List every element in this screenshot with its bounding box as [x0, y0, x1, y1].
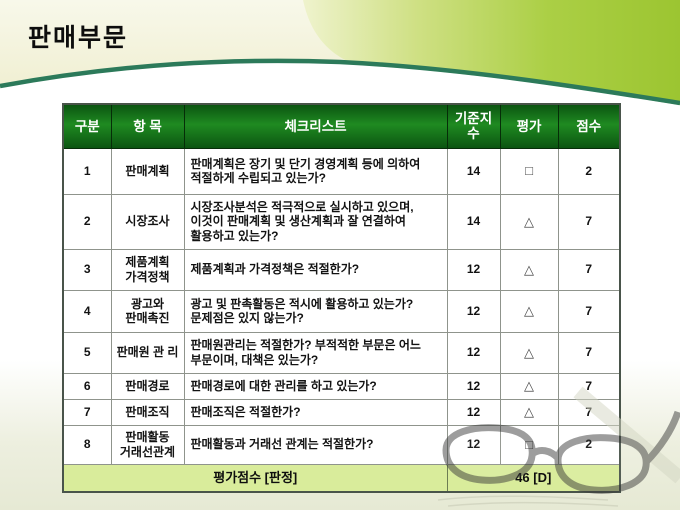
- cell-eval: △: [499, 331, 559, 374]
- cell-index: 12: [446, 248, 501, 291]
- cell-index: 12: [446, 398, 501, 426]
- cell-no: 5: [62, 331, 112, 374]
- col-header-item: 항 목: [110, 103, 185, 149]
- cell-no: 2: [62, 193, 112, 250]
- cell-index: 14: [446, 193, 501, 250]
- cell-item: 판매계획: [110, 147, 185, 195]
- table-header-row: 구분 항 목 체크리스트 기준지수 평가 점수: [62, 103, 621, 149]
- cell-no: 8: [62, 424, 112, 465]
- cell-no: 4: [62, 289, 112, 333]
- cell-eval: △: [499, 193, 559, 250]
- footer-total-score: 46 [D]: [446, 463, 621, 493]
- table-row: 6 판매경로 판매경로에 대한 관리를 하고 있는가? 12 △ 7: [62, 372, 621, 400]
- cell-item: 판매경로: [110, 372, 185, 400]
- cell-eval: △: [499, 398, 559, 426]
- cell-index: 12: [446, 372, 501, 400]
- col-header-checklist: 체크리스트: [183, 103, 448, 149]
- cell-score: 7: [557, 289, 621, 333]
- cell-item: 제품계획 가격정책: [110, 248, 185, 291]
- cell-checklist: 판매계획은 장기 및 단기 경영계획 등에 의하여 적절하게 수립되고 있는가?: [183, 147, 448, 195]
- cell-score: 2: [557, 424, 621, 465]
- footer-label: 평가점수 [판정]: [62, 463, 448, 493]
- col-header-index: 기준지수: [446, 103, 501, 149]
- col-header-score: 점수: [557, 103, 621, 149]
- table-row: 8 판매활동 거래선관계 판매활동과 거래선 관계는 적절한가? 12 □ 2: [62, 424, 621, 465]
- cell-score: 7: [557, 331, 621, 374]
- cell-score: 7: [557, 248, 621, 291]
- cell-checklist: 시장조사분석은 적극적으로 실시하고 있으며, 이것이 판매계획 및 생산계획과…: [183, 193, 448, 250]
- table-row: 3 제품계획 가격정책 제품계획과 가격정책은 적절한가? 12 △ 7: [62, 248, 621, 291]
- cell-index: 12: [446, 331, 501, 374]
- cell-score: 2: [557, 147, 621, 195]
- cell-eval: △: [499, 289, 559, 333]
- cell-checklist: 제품계획과 가격정책은 적절한가?: [183, 248, 448, 291]
- cell-item: 시장조사: [110, 193, 185, 250]
- cell-score: 7: [557, 372, 621, 400]
- cell-eval: □: [499, 424, 559, 465]
- cell-item: 판매활동 거래선관계: [110, 424, 185, 465]
- cell-checklist: 판매조직은 적절한가?: [183, 398, 448, 426]
- page-title: 판매부문: [28, 24, 129, 52]
- table-row: 1 판매계획 판매계획은 장기 및 단기 경영계획 등에 의하여 적절하게 수립…: [62, 147, 621, 195]
- table-row: 2 시장조사 시장조사분석은 적극적으로 실시하고 있으며, 이것이 판매계획 …: [62, 193, 621, 250]
- cell-eval: □: [499, 147, 559, 195]
- cell-checklist: 판매원관리는 적절한가? 부적적한 부문은 어느 부문이며, 대책은 있는가?: [183, 331, 448, 374]
- cell-item: 판매조직: [110, 398, 185, 426]
- col-header-eval: 평가: [499, 103, 559, 149]
- cell-score: 7: [557, 193, 621, 250]
- cell-eval: △: [499, 372, 559, 400]
- cell-no: 7: [62, 398, 112, 426]
- cell-no: 3: [62, 248, 112, 291]
- evaluation-table: 구분 항 목 체크리스트 기준지수 평가 점수 1 판매계획 판매계획은 장기 …: [62, 103, 621, 493]
- col-header-no: 구분: [62, 103, 112, 149]
- cell-no: 6: [62, 372, 112, 400]
- table-row: 5 판매원 관 리 판매원관리는 적절한가? 부적적한 부문은 어느 부문이며,…: [62, 331, 621, 374]
- table-footer-row: 평가점수 [판정] 46 [D]: [62, 463, 621, 493]
- cell-index: 12: [446, 289, 501, 333]
- cell-eval: △: [499, 248, 559, 291]
- cell-index: 12: [446, 424, 501, 465]
- cell-no: 1: [62, 147, 112, 195]
- cell-index: 14: [446, 147, 501, 195]
- table-row: 4 광고와 판매촉진 광고 및 판촉활동은 적시에 활용하고 있는가? 문제점은…: [62, 289, 621, 333]
- cell-item: 광고와 판매촉진: [110, 289, 185, 333]
- cell-score: 7: [557, 398, 621, 426]
- cell-checklist: 판매활동과 거래선 관계는 적절한가?: [183, 424, 448, 465]
- table-row: 7 판매조직 판매조직은 적절한가? 12 △ 7: [62, 398, 621, 426]
- cell-checklist: 판매경로에 대한 관리를 하고 있는가?: [183, 372, 448, 400]
- cell-checklist: 광고 및 판촉활동은 적시에 활용하고 있는가? 문제점은 있지 않는가?: [183, 289, 448, 333]
- cell-item: 판매원 관 리: [110, 331, 185, 374]
